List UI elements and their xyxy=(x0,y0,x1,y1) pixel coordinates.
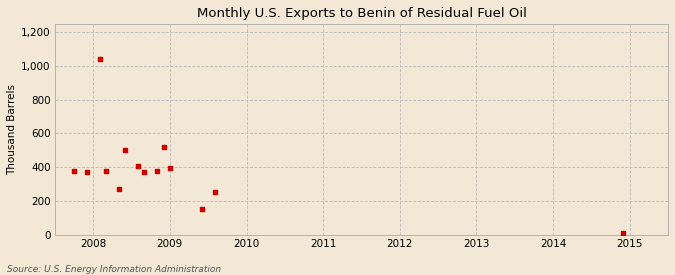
Title: Monthly U.S. Exports to Benin of Residual Fuel Oil: Monthly U.S. Exports to Benin of Residua… xyxy=(196,7,526,20)
Point xyxy=(165,166,176,170)
Point xyxy=(82,170,92,174)
Point xyxy=(101,169,111,174)
Point xyxy=(152,169,163,174)
Point xyxy=(132,164,143,169)
Point xyxy=(119,148,130,153)
Point xyxy=(618,231,629,235)
Point xyxy=(158,145,169,149)
Point xyxy=(69,168,80,173)
Y-axis label: Thousand Barrels: Thousand Barrels xyxy=(7,84,17,175)
Point xyxy=(196,207,207,211)
Point xyxy=(139,170,150,174)
Text: Source: U.S. Energy Information Administration: Source: U.S. Energy Information Administ… xyxy=(7,265,221,274)
Point xyxy=(95,57,105,62)
Point xyxy=(209,190,220,195)
Point xyxy=(113,187,124,191)
